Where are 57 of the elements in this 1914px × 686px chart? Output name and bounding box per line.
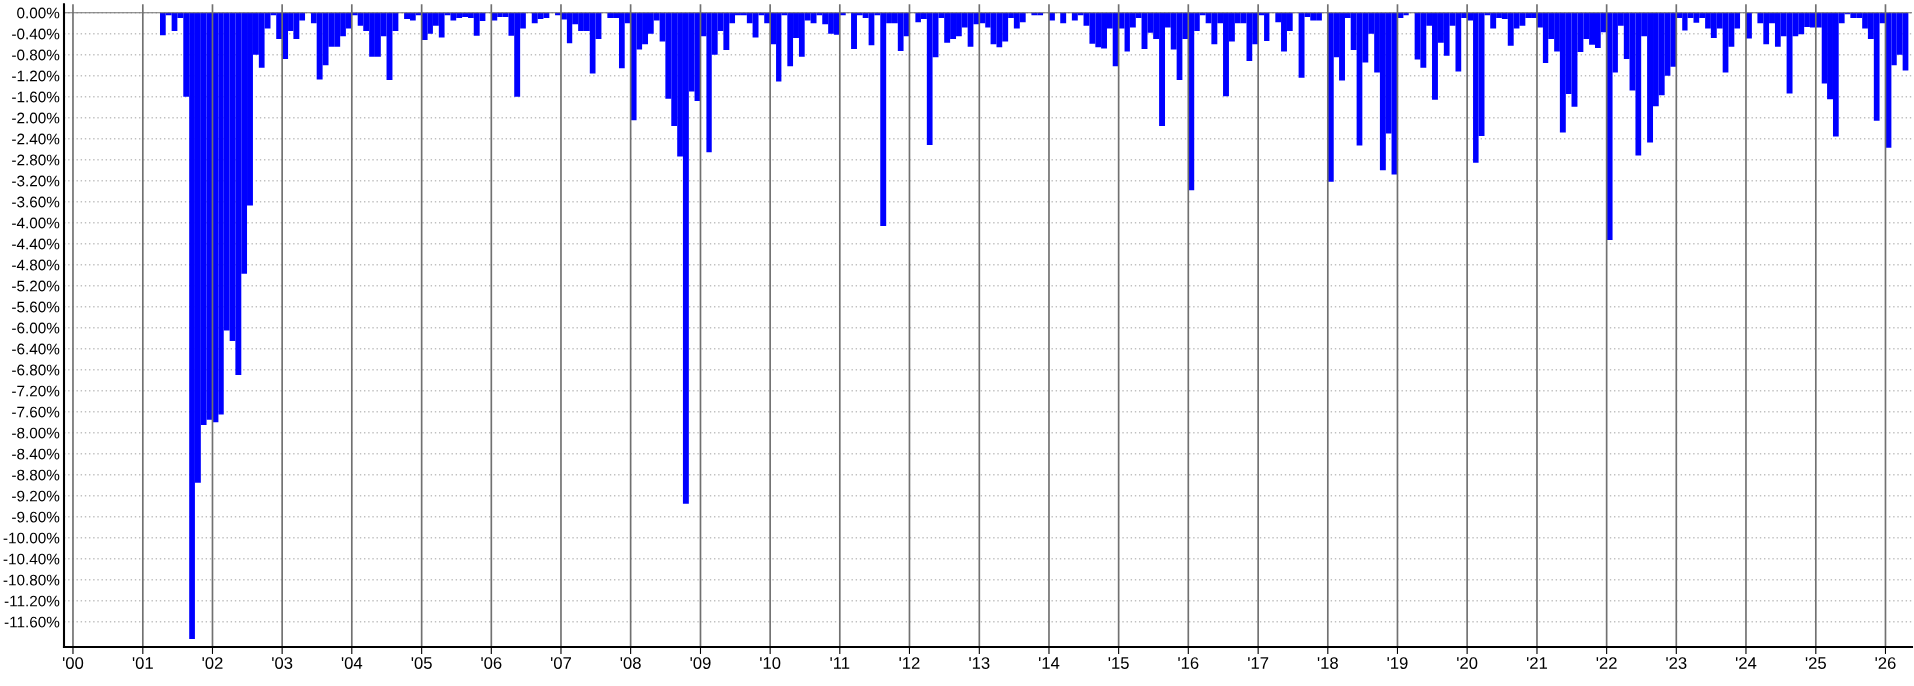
x-tick-label: '21 bbox=[1526, 657, 1548, 669]
y-tick-label: -5.20% bbox=[12, 280, 60, 292]
y-tick-label: -7.60% bbox=[12, 406, 60, 418]
y-tick-label: 0.00% bbox=[17, 7, 60, 19]
y-tick-label: -1.60% bbox=[12, 91, 60, 103]
y-tick-label: -2.80% bbox=[12, 154, 60, 166]
x-tick-label: '06 bbox=[481, 657, 502, 669]
y-tick-label: -10.40% bbox=[3, 553, 60, 565]
x-tick-label: '02 bbox=[202, 657, 223, 669]
x-tick-label: '14 bbox=[1038, 657, 1060, 669]
x-tick-label: '20 bbox=[1457, 657, 1478, 669]
y-tick-label: -3.20% bbox=[12, 175, 60, 187]
y-tick-label: -4.80% bbox=[12, 259, 60, 271]
y-tick-label: -3.60% bbox=[12, 196, 60, 208]
x-tick-label: '07 bbox=[550, 657, 571, 669]
y-tick-label: -11.20% bbox=[4, 595, 60, 607]
x-tick-label: '16 bbox=[1178, 657, 1199, 669]
y-tick-label: -6.40% bbox=[12, 343, 60, 355]
y-tick-label: -9.20% bbox=[12, 490, 60, 502]
x-tick-label: '01 bbox=[132, 657, 153, 669]
y-tick-label: -5.60% bbox=[12, 301, 60, 313]
x-tick-label: '05 bbox=[411, 657, 432, 669]
x-tick-label: '08 bbox=[620, 657, 641, 669]
y-tick-label: -2.40% bbox=[12, 133, 60, 145]
x-tick-label: '11 bbox=[830, 657, 850, 669]
y-tick-label: -8.80% bbox=[12, 469, 60, 481]
y-tick-label: -9.60% bbox=[12, 511, 60, 523]
y-tick-label: -8.40% bbox=[12, 448, 60, 460]
y-tick-label: -0.40% bbox=[12, 28, 60, 40]
x-tick-label: '24 bbox=[1735, 657, 1757, 669]
x-tick-label: '10 bbox=[760, 657, 781, 669]
x-tick-label: '03 bbox=[272, 657, 293, 669]
x-tick-label: '18 bbox=[1317, 657, 1338, 669]
y-tick-label: -6.00% bbox=[12, 322, 60, 334]
y-tick-label: -10.80% bbox=[3, 574, 60, 586]
y-tick-label: -7.20% bbox=[12, 385, 60, 397]
x-tick-label: '00 bbox=[62, 657, 84, 669]
x-tick-label: '26 bbox=[1875, 657, 1896, 669]
x-tick-label: '13 bbox=[969, 657, 990, 669]
x-tick-label: '12 bbox=[899, 657, 920, 669]
x-tick-label: '23 bbox=[1666, 657, 1687, 669]
x-tick-label: '09 bbox=[690, 657, 711, 669]
y-tick-label: -4.40% bbox=[12, 238, 60, 250]
y-tick-label: -10.00% bbox=[3, 532, 60, 544]
y-tick-label: -1.20% bbox=[12, 70, 60, 82]
x-tick-label: '25 bbox=[1805, 657, 1826, 669]
x-tick-label: '19 bbox=[1387, 657, 1408, 669]
y-tick-label: -4.00% bbox=[12, 217, 60, 229]
y-tick-label: -2.00% bbox=[12, 112, 60, 124]
y-tick-label: -11.60% bbox=[4, 616, 60, 628]
x-tick-label: '04 bbox=[341, 657, 363, 669]
y-tick-label: -0.80% bbox=[12, 49, 60, 61]
x-tick-label: '15 bbox=[1108, 657, 1129, 669]
x-tick-label: '17 bbox=[1248, 657, 1269, 669]
x-tick-label: '22 bbox=[1596, 657, 1617, 669]
y-tick-label: -6.80% bbox=[12, 364, 60, 376]
y-tick-label: -8.00% bbox=[12, 427, 60, 439]
